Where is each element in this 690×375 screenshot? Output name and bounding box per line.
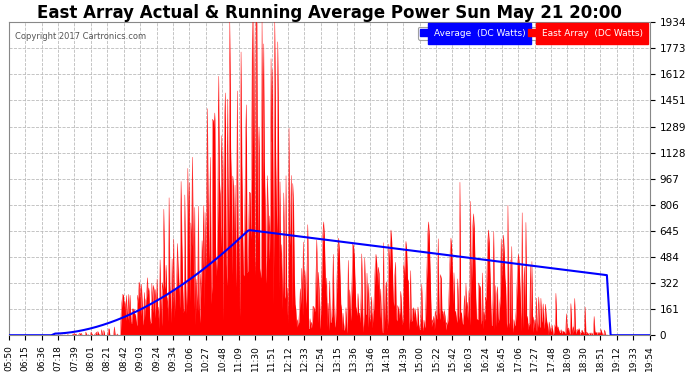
- Text: Copyright 2017 Cartronics.com: Copyright 2017 Cartronics.com: [15, 32, 146, 40]
- Legend: Average  (DC Watts), East Array  (DC Watts): Average (DC Watts), East Array (DC Watts…: [418, 27, 645, 40]
- Title: East Array Actual & Running Average Power Sun May 21 20:00: East Array Actual & Running Average Powe…: [37, 4, 622, 22]
